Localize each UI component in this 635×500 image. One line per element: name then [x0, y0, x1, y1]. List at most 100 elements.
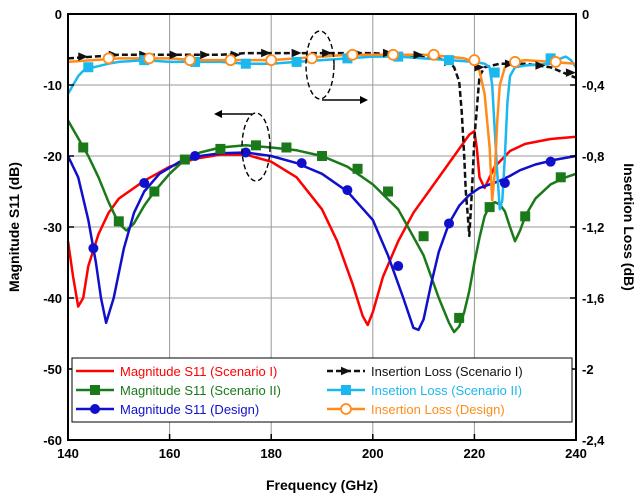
x-tick-label: 180 [260, 446, 282, 461]
series-insertion-loss-design-marker [143, 52, 156, 65]
y2-tick-label: -0,4 [582, 78, 605, 93]
series-magnitude-s11-design-marker [545, 156, 556, 167]
series-magnitude-s11-scenario-ii-marker [418, 231, 429, 242]
legend-swatch-marker [341, 366, 351, 376]
annotation-ellipse-left [241, 112, 271, 182]
series-magnitude-s11-design-marker [444, 218, 454, 229]
series-insertion-loss-design-marker [224, 54, 237, 67]
x-tick-label: 220 [464, 446, 486, 461]
arrow-left-head [214, 110, 222, 118]
x-tick-label: 200 [362, 446, 384, 461]
y2-tick-label: -2 [582, 362, 594, 377]
series-insertion-loss-design-marker [549, 56, 562, 68]
legend-label: Magnitude S11 (Scenario II) [120, 383, 281, 398]
y-tick-label: -10 [43, 78, 62, 93]
series-insertion-loss-design-marker [305, 52, 318, 65]
y2-tick-label: -2,4 [582, 433, 605, 448]
y2-tick-label: 0 [582, 7, 589, 22]
series-line-magnitude-s11-scenario-ii [66, 119, 577, 334]
legend-swatch-marker [90, 404, 100, 414]
series-magnitude-s11-design-marker [88, 243, 99, 254]
legend-label: Magnitude S11 (Scenario I) [120, 364, 277, 379]
series-magnitude-s11-scenario-ii-marker [317, 151, 327, 161]
y-tick-label: 0 [55, 7, 62, 22]
series-insetion-loss-scenario-ii-marker [291, 56, 302, 67]
x-tick-label: 140 [57, 446, 79, 461]
series-magnitude-s11-scenario-ii-marker [215, 143, 226, 154]
x-tick-label: 160 [159, 446, 181, 461]
series-insertion-loss-scenario-i-marker [291, 48, 302, 58]
series-magnitude-s11-scenario-ii-marker [78, 142, 89, 153]
legend-swatch-marker [340, 403, 352, 415]
legend-label: Magnitude S11 (Design) [120, 402, 259, 417]
series-magnitude-s11-scenario-ii-marker [352, 163, 363, 174]
y-tick-label: -60 [43, 433, 62, 448]
y-tick-label: -30 [43, 220, 62, 235]
series-magnitude-s11-scenario-ii-marker [383, 186, 394, 197]
series-insertion-loss-design-marker [387, 48, 400, 61]
y2-tick-label: -0,8 [582, 149, 604, 164]
series-magnitude-s11-scenario-ii-marker [149, 186, 160, 197]
series-insetion-loss-scenario-ii-marker [342, 53, 353, 64]
series-magnitude-s11-scenario-ii-marker [454, 312, 465, 323]
x-axis-title: Frequency (GHz) [266, 477, 378, 493]
y2-axis-title: Insertion Loss (dB) [621, 163, 635, 291]
series-magnitude-s11-scenario-ii-marker [250, 140, 261, 151]
y2-tick-label: -1,6 [582, 291, 604, 306]
legend-label: Insertion Loss (Scenario I) [371, 364, 523, 379]
series-insertion-loss-scenario-i-marker [565, 68, 576, 77]
series-markers [78, 48, 576, 323]
legend: Magnitude S11 (Scenario I) Magnitude S11 … [71, 357, 573, 423]
series-magnitude-s11-scenario-ii-marker [179, 154, 190, 165]
series-magnitude-s11-scenario-ii-marker [520, 211, 531, 222]
series-magnitude-s11-design-marker [139, 177, 150, 188]
y2-tick-label: -1,2 [582, 220, 604, 235]
legend-swatch-marker [90, 385, 100, 395]
series-magnitude-s11-design-marker [499, 177, 510, 188]
x-tick-label: 240 [565, 446, 587, 461]
y-axis-left: 0 -10 -20 -30 -40 -50 -60 [43, 7, 74, 448]
series-magnitude-s11-scenario-ii-marker [113, 216, 124, 227]
series-magnitude-s11-scenario-ii-marker [484, 202, 495, 213]
legend-box [71, 357, 573, 423]
series-magnitude-s11-design-marker [190, 151, 200, 161]
series-insetion-loss-scenario-ii-marker [545, 53, 556, 64]
series-insertion-loss-design-marker [427, 48, 440, 61]
series-insertion-loss-scenario-i-marker [413, 50, 424, 60]
series-insertion-loss-design-marker [468, 54, 481, 67]
series-insertion-loss-scenario-i-marker [535, 61, 546, 70]
series-insetion-loss-scenario-ii-marker [444, 55, 454, 66]
y-axis-right: 0 -0,4 -0,8 -1,2 -1,6 -2 -2,4 [570, 7, 605, 448]
y-axis-title: Magnitude S11 (dB) [6, 162, 22, 292]
series-magnitude-s11-scenario-ii-marker [281, 142, 292, 153]
annotation-ellipse-right [305, 30, 335, 100]
series-insertion-loss-design-marker [346, 48, 359, 61]
series-insertion-loss-design-marker [102, 52, 115, 65]
legend-label: Insetion Loss (Scenario II) [371, 383, 522, 398]
series-insertion-loss-scenario-i-marker [261, 48, 272, 58]
series-insetion-loss-scenario-ii-marker [83, 62, 94, 73]
series-line-magnitude-s11-scenario-i [66, 129, 577, 327]
y-tick-label: -20 [43, 149, 62, 164]
series-insetion-loss-scenario-ii-marker [240, 58, 251, 69]
series-insertion-loss-design-marker [265, 54, 278, 67]
series-insertion-loss-scenario-i-marker [169, 50, 180, 60]
series-insertion-loss-scenario-i-marker [322, 48, 333, 58]
series-line-magnitude-s11-design [66, 151, 577, 332]
series-insertion-loss-design-marker [509, 56, 521, 68]
series-insertion-loss-scenario-i-marker [78, 52, 89, 61]
series-line-insertion-loss-scenario-i [67, 51, 577, 238]
legend-swatch-marker [341, 385, 351, 395]
series-magnitude-s11-design-marker [393, 261, 404, 272]
y-tick-label: -50 [43, 362, 62, 377]
legend-label: Insertion Loss (Design) [371, 402, 505, 417]
series-magnitude-s11-design-marker [240, 147, 251, 158]
series-magnitude-s11-design-marker [296, 158, 307, 169]
series-magnitude-s11-scenario-ii-marker [555, 172, 566, 183]
series-insertion-loss-scenario-i-marker [200, 50, 211, 60]
annotation-right-axis [305, 30, 368, 104]
series-insetion-loss-scenario-ii-marker [489, 67, 500, 78]
annotation-left-axis [214, 110, 271, 182]
x-axis: 140 160 180 200 220 240 [57, 434, 587, 461]
